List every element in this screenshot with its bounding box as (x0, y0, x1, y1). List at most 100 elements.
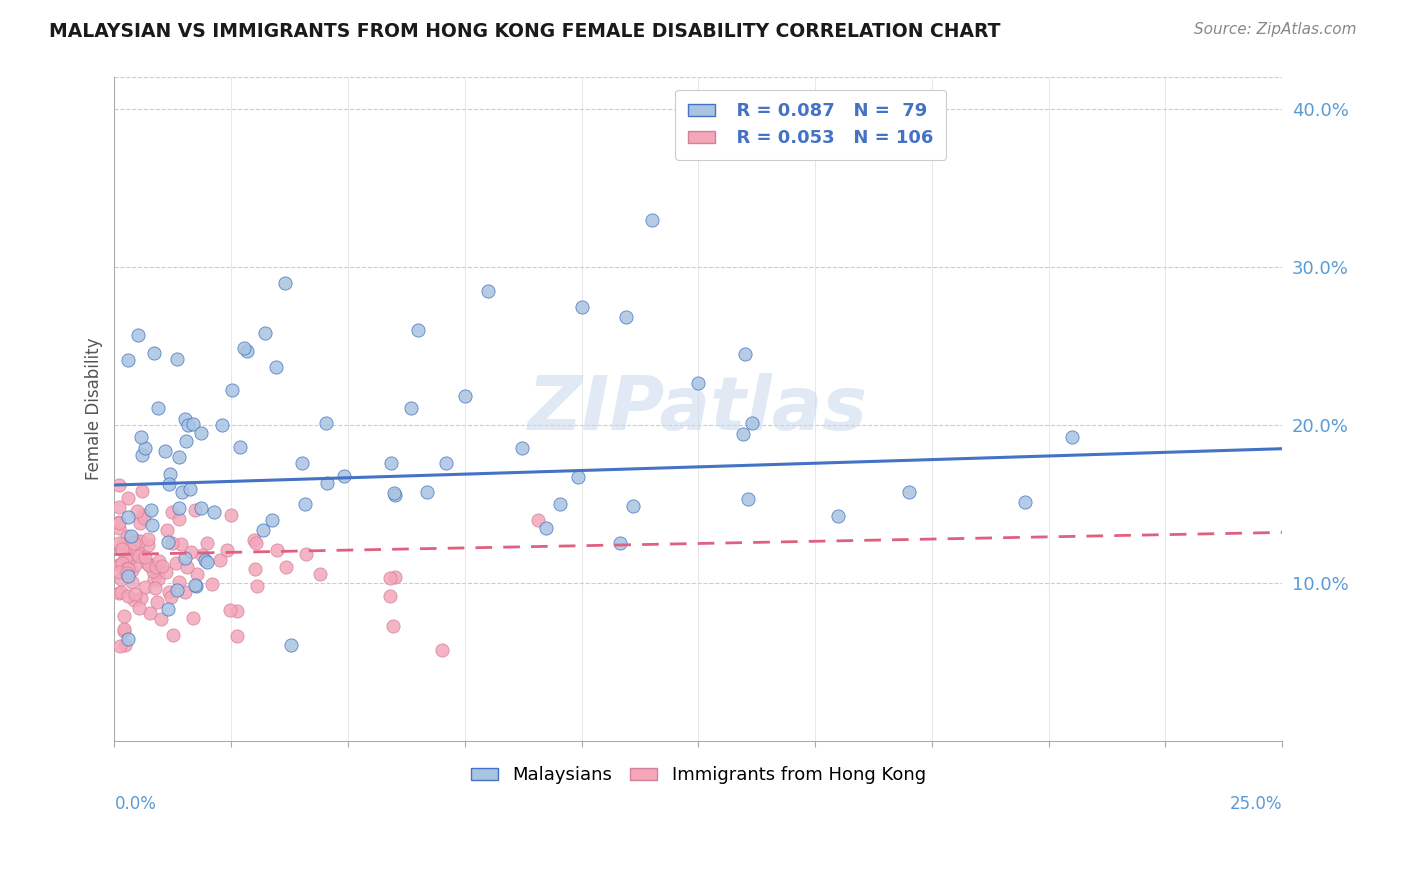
Point (225, 629, 247, 643)
Point (567, 470, 589, 484)
Point (138, 558, 160, 573)
Point (253, 326, 276, 340)
Point (127, 328, 149, 343)
Point (115, 561, 138, 575)
Point (183, 503, 205, 517)
Point (621, 499, 644, 513)
Point (734, 347, 756, 361)
Point (110, 585, 132, 599)
Point (399, 401, 422, 415)
Point (221, 383, 243, 397)
Point (181, 417, 204, 431)
Point (108, 565, 131, 579)
Point (266, 543, 288, 558)
Point (827, 509, 849, 524)
Point (156, 535, 179, 549)
Point (274, 559, 297, 574)
Point (141, 517, 163, 532)
Point (145, 594, 167, 608)
Point (122, 536, 145, 550)
Point (111, 536, 134, 550)
Point (134, 441, 156, 455)
Point (145, 560, 167, 574)
Point (125, 503, 148, 517)
Legend: Malaysians, Immigrants from Hong Kong: Malaysians, Immigrants from Hong Kong (464, 759, 934, 791)
Point (108, 558, 131, 572)
Point (548, 498, 571, 512)
Point (315, 416, 337, 430)
Point (252, 523, 274, 537)
Point (146, 572, 169, 586)
Point (897, 484, 920, 499)
Point (134, 549, 156, 564)
Point (125, 541, 148, 556)
Point (173, 551, 195, 566)
Point (117, 590, 139, 604)
Point (129, 591, 152, 605)
Point (228, 440, 250, 454)
Point (166, 352, 188, 367)
Point (245, 536, 267, 550)
Point (136, 533, 159, 547)
Point (202, 505, 225, 519)
Point (108, 639, 131, 653)
Point (148, 554, 170, 568)
Point (117, 491, 139, 505)
Point (129, 533, 152, 548)
Point (266, 360, 288, 375)
Point (510, 441, 533, 455)
Point (143, 572, 166, 586)
Point (609, 536, 631, 550)
Point (121, 574, 143, 589)
Point (131, 448, 153, 462)
Point (112, 622, 135, 636)
Point (115, 566, 138, 580)
Text: 0.0%: 0.0% (114, 795, 156, 813)
Point (117, 352, 139, 367)
Point (129, 429, 152, 443)
Point (121, 547, 143, 561)
Point (124, 558, 146, 573)
Point (170, 484, 193, 499)
Point (111, 557, 134, 571)
Point (243, 562, 266, 576)
Point (167, 512, 190, 526)
Point (167, 501, 190, 516)
Point (160, 590, 183, 604)
Point (112, 608, 135, 623)
Point (114, 550, 136, 565)
Point (245, 579, 267, 593)
Point (477, 284, 499, 298)
Point (209, 553, 232, 567)
Point (173, 412, 195, 426)
Point (380, 571, 402, 585)
Point (108, 536, 131, 550)
Point (381, 619, 404, 633)
Point (170, 537, 193, 551)
Point (527, 513, 550, 527)
Point (148, 401, 170, 416)
Point (150, 612, 173, 626)
Point (124, 587, 146, 601)
Point (159, 467, 181, 481)
Point (138, 558, 160, 572)
Point (110, 572, 132, 586)
Point (155, 566, 177, 580)
Point (190, 426, 212, 441)
Point (616, 310, 638, 325)
Point (640, 212, 662, 227)
Point (157, 601, 180, 615)
Point (215, 543, 238, 558)
Point (201, 576, 224, 591)
Point (211, 417, 233, 432)
Point (124, 533, 146, 548)
Point (186, 567, 208, 582)
Point (184, 578, 207, 592)
Point (117, 569, 139, 583)
Point (380, 456, 402, 470)
Point (143, 346, 166, 360)
Point (108, 477, 131, 491)
Point (184, 579, 207, 593)
Point (384, 488, 406, 502)
Point (139, 503, 162, 517)
